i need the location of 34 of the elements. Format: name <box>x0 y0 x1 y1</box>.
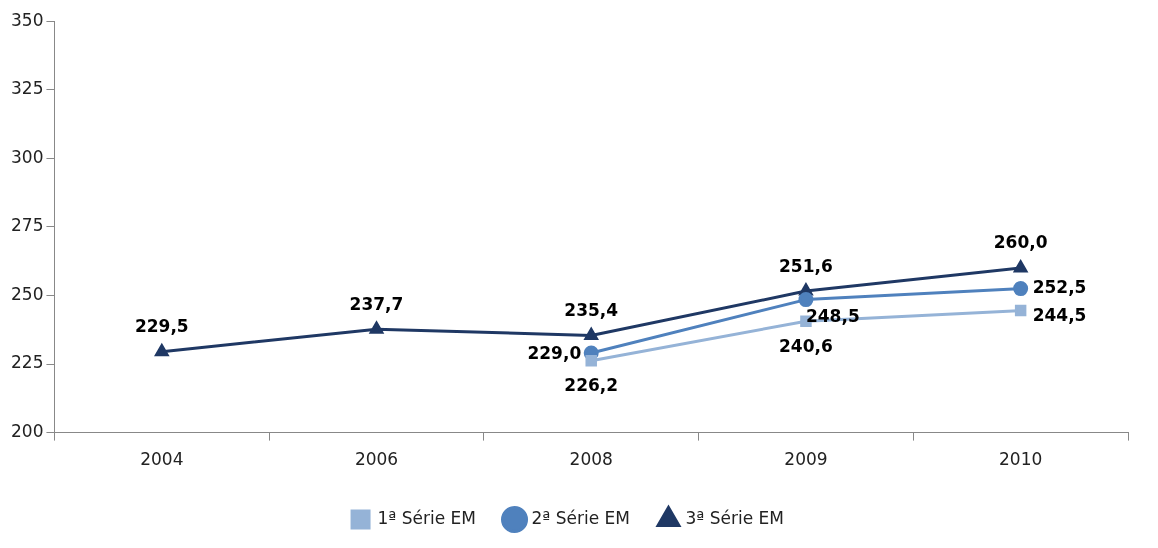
y-tick-label: 350 <box>10 9 44 30</box>
y-tick-label: 200 <box>10 421 44 442</box>
point <box>369 321 384 334</box>
point <box>584 328 598 341</box>
x-tick-label: 2008 <box>569 449 613 470</box>
y-tick-label: 250 <box>10 283 44 304</box>
point <box>155 344 169 357</box>
y-tick-label: 300 <box>10 146 44 167</box>
data-label: 251,6 <box>779 255 833 276</box>
point <box>798 292 814 308</box>
legend-label: 2ª Série EM <box>531 507 630 528</box>
point <box>1014 304 1027 317</box>
y-tick-label: 325 <box>10 78 44 99</box>
x-tick-label: 2009 <box>784 449 828 470</box>
y-tick-label: 225 <box>10 352 44 373</box>
data-label: 229,5 <box>134 316 189 337</box>
data-label: 248,5 <box>805 306 860 326</box>
data-label: 260,0 <box>993 232 1048 253</box>
point <box>1013 281 1029 297</box>
data-label: 244,5 <box>1032 304 1087 325</box>
data-label: 240,6 <box>779 335 833 356</box>
data-label: 226,2 <box>564 375 619 396</box>
data-label: 229,0 <box>527 343 582 364</box>
x-tick-label: 2010 <box>999 449 1043 470</box>
point <box>585 355 597 367</box>
y-tick-label: 275 <box>10 215 44 236</box>
x-tick-label: 2004 <box>140 449 184 470</box>
data-label: 237,7 <box>349 293 404 314</box>
legend-label: 1ª Série EM <box>377 507 477 528</box>
point <box>1013 260 1028 273</box>
data-label: 235,4 <box>564 299 619 320</box>
data-label: 252,5 <box>1032 277 1087 298</box>
legend-label: 3ª Série EM <box>685 507 784 528</box>
x-tick-label: 2006 <box>354 449 399 470</box>
